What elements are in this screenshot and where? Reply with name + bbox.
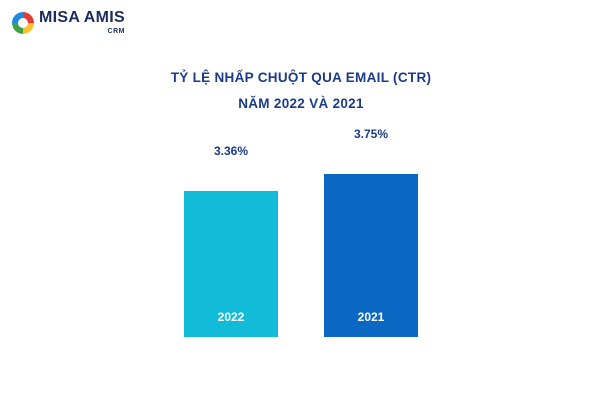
logo-name: MISA AMIS [39, 9, 125, 26]
category-label-2021: 2021 [358, 310, 385, 324]
chart-subtitle: NĂM 2022 VÀ 2021 [238, 96, 364, 111]
logo-sub: CRM [107, 28, 125, 35]
misa-amis-logo: MISA AMIS CRM [12, 10, 125, 35]
bar-2022 [184, 190, 278, 337]
value-label-2021: 3.75% [354, 127, 388, 141]
logo-text: MISA AMIS CRM [39, 9, 125, 36]
logo-circle-icon [12, 11, 34, 34]
category-label-2022: 2022 [218, 310, 245, 324]
bar-2021 [324, 174, 418, 337]
value-label-2022: 3.36% [214, 144, 248, 158]
chart-title: TỶ LỆ NHẤP CHUỘT QUA EMAIL (CTR) [170, 70, 432, 85]
